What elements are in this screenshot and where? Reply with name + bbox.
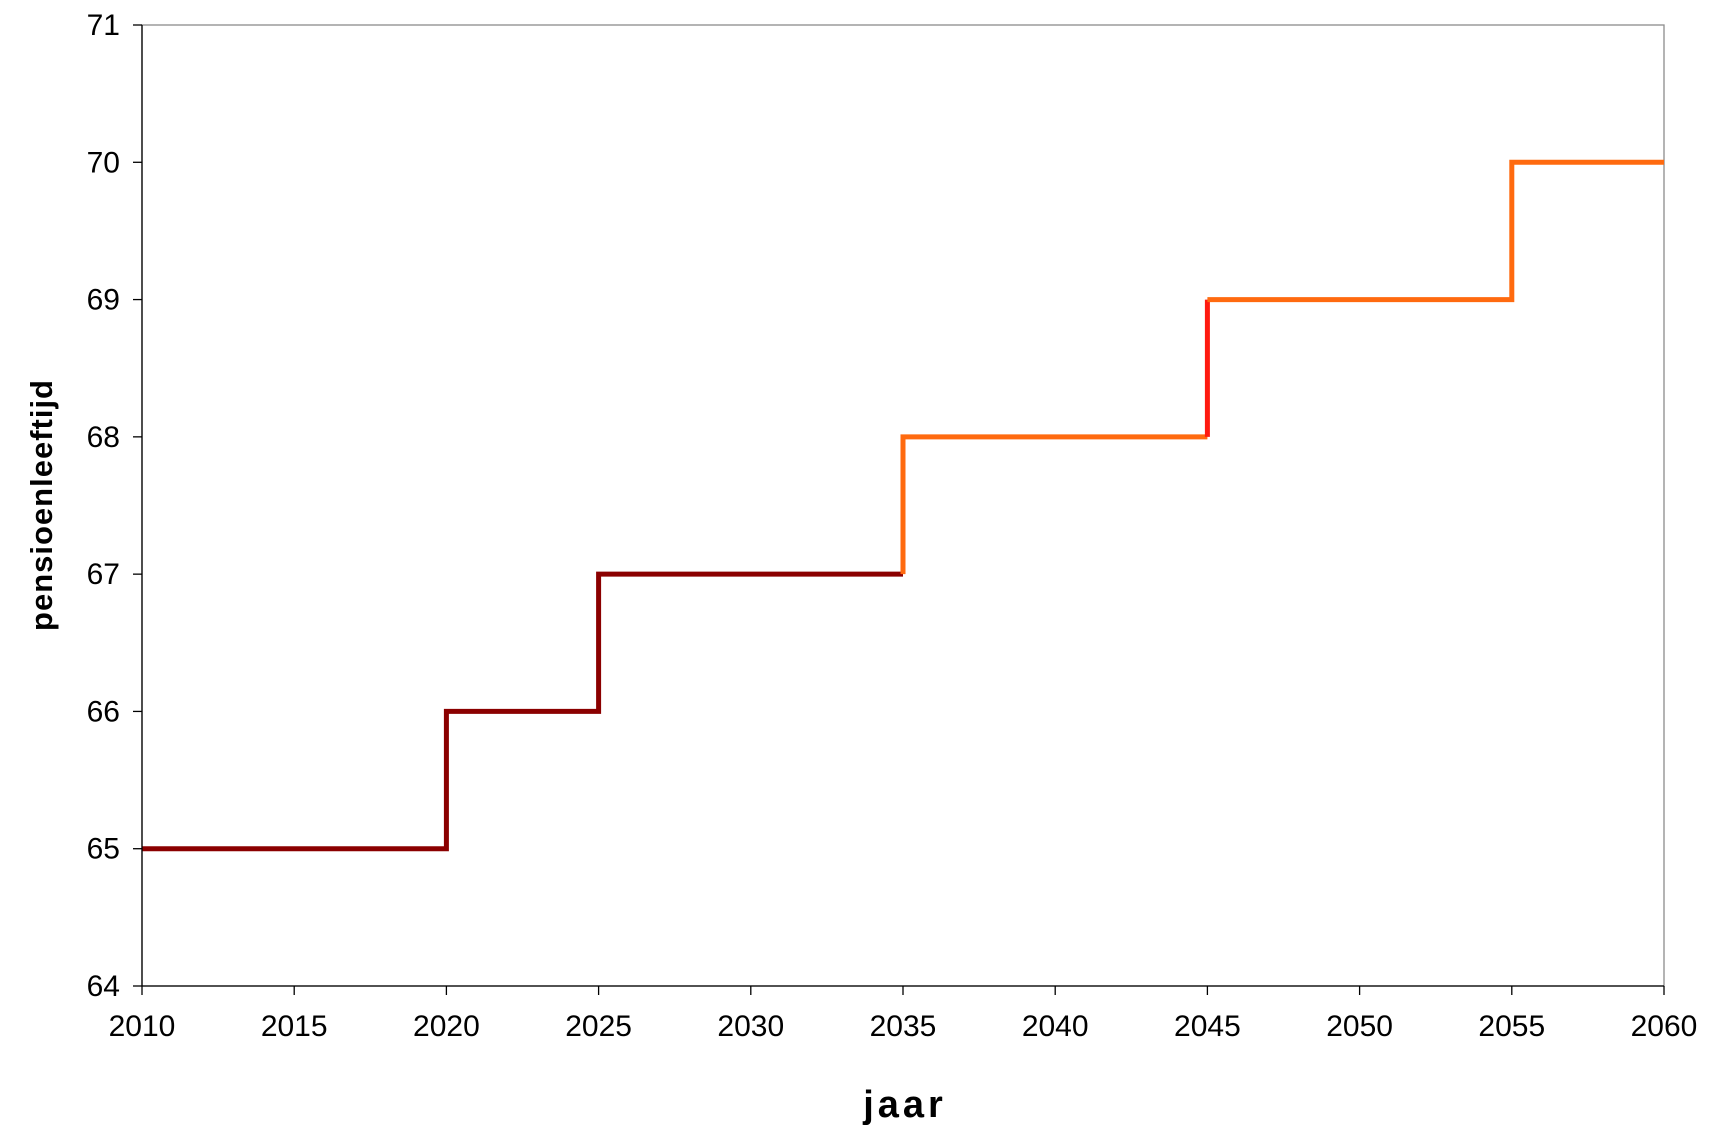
x-tick-label: 2055 <box>1478 1010 1545 1043</box>
y-tick-label: 67 <box>87 558 120 591</box>
series-line-1 <box>142 571 903 852</box>
x-tick-label: 2045 <box>1174 1010 1241 1043</box>
series-line-2 <box>900 434 1208 575</box>
series-line-4 <box>1207 159 1664 303</box>
x-tick-label: 2060 <box>1631 1010 1698 1043</box>
x-axis-title: jaar <box>862 1084 947 1126</box>
series-layer <box>142 159 1664 852</box>
ticks-layer: 64 65 66 67 68 69 70 71 2010 2015 2020 2025 2030 2035… <box>87 9 1698 1043</box>
x-tick-label: 2010 <box>109 1010 176 1043</box>
y-tick-label: 64 <box>87 970 120 1003</box>
x-tick-label: 2040 <box>1022 1010 1089 1043</box>
x-tick-label: 2025 <box>565 1010 632 1043</box>
x-tick-label: 2015 <box>261 1010 328 1043</box>
y-tick-label: 70 <box>87 146 120 179</box>
x-tick-label: 2030 <box>717 1010 784 1043</box>
y-tick-label: 65 <box>87 833 120 866</box>
x-tick-label: 2035 <box>870 1010 937 1043</box>
y-tick-label: 68 <box>87 421 120 454</box>
y-tick-label: 71 <box>87 9 120 42</box>
y-axis-title: pensioenleeftijd <box>24 379 59 631</box>
y-tick-label: 69 <box>87 284 120 317</box>
x-tick-label: 2020 <box>413 1010 480 1043</box>
y-tick-label: 66 <box>87 695 120 728</box>
x-tick-label: 2050 <box>1326 1010 1393 1043</box>
